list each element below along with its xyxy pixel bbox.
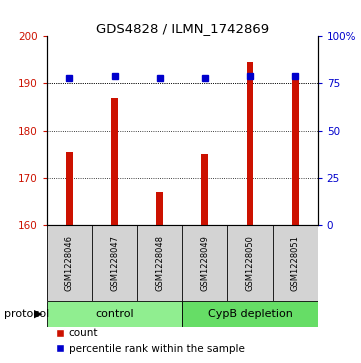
Title: GDS4828 / ILMN_1742869: GDS4828 / ILMN_1742869 bbox=[96, 22, 269, 35]
Bar bbox=[292, 79, 299, 225]
Text: protocol: protocol bbox=[4, 309, 49, 319]
Text: ▶: ▶ bbox=[34, 309, 43, 319]
Text: CypB depletion: CypB depletion bbox=[208, 309, 292, 319]
Bar bbox=[201, 154, 208, 225]
Bar bbox=[182, 301, 318, 327]
Bar bbox=[247, 62, 253, 225]
Legend: count, percentile rank within the sample: count, percentile rank within the sample bbox=[52, 324, 249, 358]
Text: GSM1228048: GSM1228048 bbox=[155, 235, 164, 291]
Bar bbox=[47, 301, 182, 327]
Bar bbox=[111, 98, 118, 225]
Text: GSM1228051: GSM1228051 bbox=[291, 235, 300, 291]
Text: control: control bbox=[95, 309, 134, 319]
Text: GSM1228050: GSM1228050 bbox=[245, 235, 255, 291]
Text: GSM1228047: GSM1228047 bbox=[110, 235, 119, 291]
Text: GSM1228046: GSM1228046 bbox=[65, 235, 74, 291]
Bar bbox=[156, 192, 163, 225]
Text: GSM1228049: GSM1228049 bbox=[200, 235, 209, 291]
Bar bbox=[66, 152, 73, 225]
